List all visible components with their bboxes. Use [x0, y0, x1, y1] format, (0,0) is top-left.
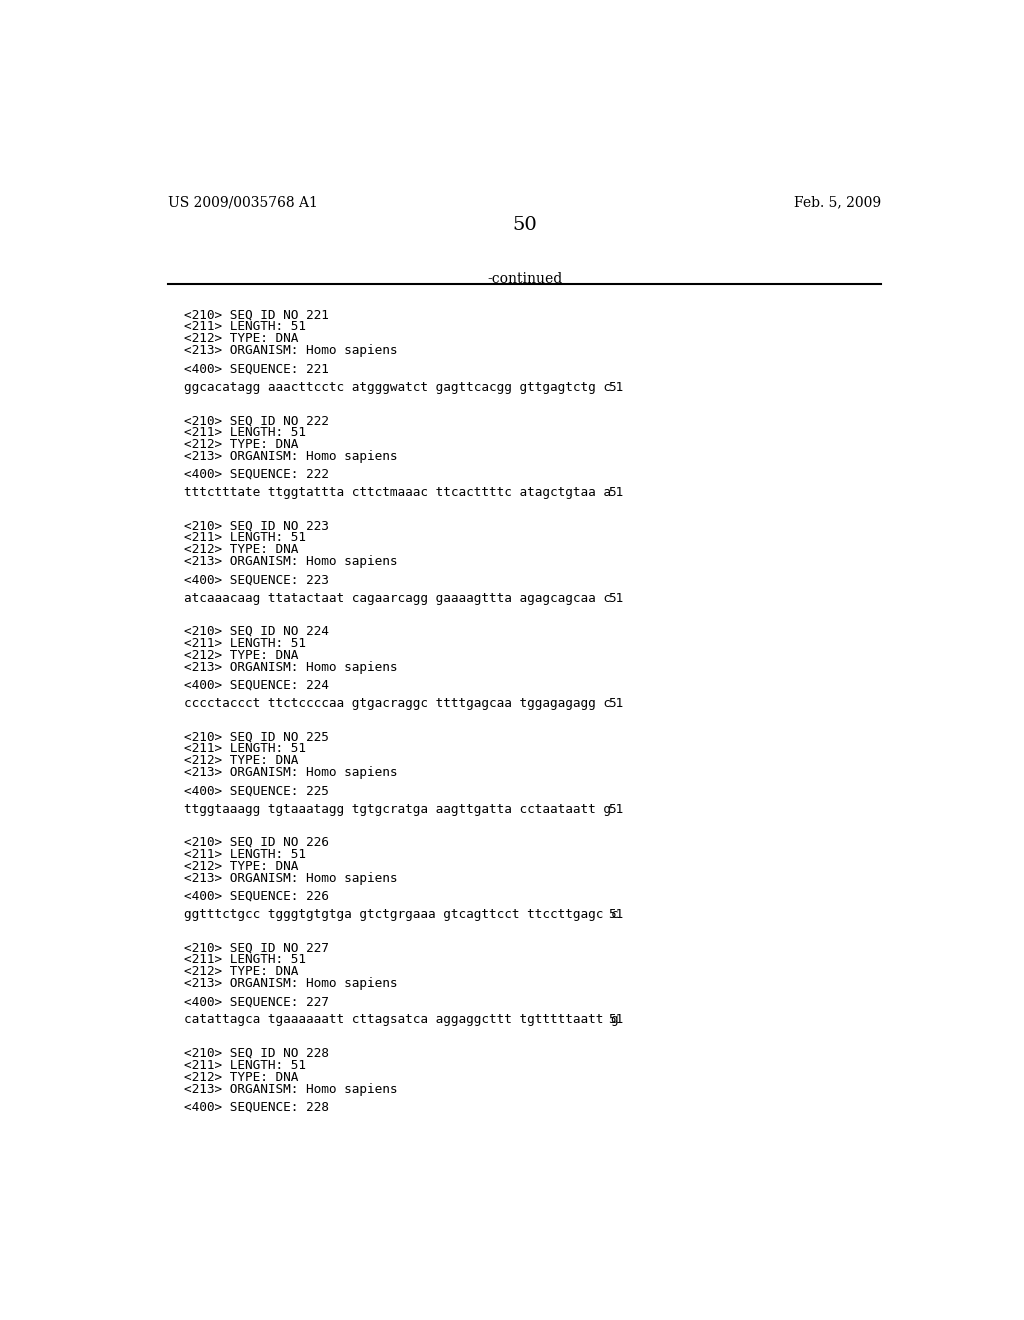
- Text: <213> ORGANISM: Homo sapiens: <213> ORGANISM: Homo sapiens: [183, 661, 397, 673]
- Text: <210> SEQ ID NO 222: <210> SEQ ID NO 222: [183, 414, 329, 428]
- Text: <400> SEQUENCE: 228: <400> SEQUENCE: 228: [183, 1101, 329, 1114]
- Text: 51: 51: [608, 697, 624, 710]
- Text: ggcacatagg aaacttcctc atgggwatct gagttcacgg gttgagtctg c: ggcacatagg aaacttcctc atgggwatct gagttca…: [183, 380, 610, 393]
- Text: <213> ORGANISM: Homo sapiens: <213> ORGANISM: Homo sapiens: [183, 450, 397, 463]
- Text: <210> SEQ ID NO 221: <210> SEQ ID NO 221: [183, 309, 329, 322]
- Text: <213> ORGANISM: Homo sapiens: <213> ORGANISM: Homo sapiens: [183, 556, 397, 569]
- Text: 51: 51: [608, 486, 624, 499]
- Text: <210> SEQ ID NO 226: <210> SEQ ID NO 226: [183, 836, 329, 849]
- Text: 51: 51: [608, 591, 624, 605]
- Text: 51: 51: [608, 380, 624, 393]
- Text: <400> SEQUENCE: 224: <400> SEQUENCE: 224: [183, 678, 329, 692]
- Text: Feb. 5, 2009: Feb. 5, 2009: [795, 195, 882, 210]
- Text: <210> SEQ ID NO 225: <210> SEQ ID NO 225: [183, 730, 329, 743]
- Text: <210> SEQ ID NO 223: <210> SEQ ID NO 223: [183, 520, 329, 532]
- Text: tttctttate ttggtattta cttctmaaac ttcacttttc atagctgtaa a: tttctttate ttggtattta cttctmaaac ttcactt…: [183, 486, 610, 499]
- Text: <213> ORGANISM: Homo sapiens: <213> ORGANISM: Homo sapiens: [183, 767, 397, 779]
- Text: <211> LENGTH: 51: <211> LENGTH: 51: [183, 742, 306, 755]
- Text: <213> ORGANISM: Homo sapiens: <213> ORGANISM: Homo sapiens: [183, 1082, 397, 1096]
- Text: <212> TYPE: DNA: <212> TYPE: DNA: [183, 859, 298, 873]
- Text: <210> SEQ ID NO 228: <210> SEQ ID NO 228: [183, 1047, 329, 1060]
- Text: atcaaacaag ttatactaat cagaarcagg gaaaagttta agagcagcaa c: atcaaacaag ttatactaat cagaarcagg gaaaagt…: [183, 591, 610, 605]
- Text: 50: 50: [512, 216, 538, 234]
- Text: <212> TYPE: DNA: <212> TYPE: DNA: [183, 438, 298, 451]
- Text: <211> LENGTH: 51: <211> LENGTH: 51: [183, 1059, 306, 1072]
- Text: ttggtaaagg tgtaaatagg tgtgcratga aagttgatta cctaataatt g: ttggtaaagg tgtaaatagg tgtgcratga aagttga…: [183, 803, 610, 816]
- Text: <212> TYPE: DNA: <212> TYPE: DNA: [183, 965, 298, 978]
- Text: <213> ORGANISM: Homo sapiens: <213> ORGANISM: Homo sapiens: [183, 345, 397, 358]
- Text: ggtttctgcc tgggtgtgtga gtctgrgaaa gtcagttcct ttccttgagc c: ggtttctgcc tgggtgtgtga gtctgrgaaa gtcagt…: [183, 908, 618, 921]
- Text: <211> LENGTH: 51: <211> LENGTH: 51: [183, 847, 306, 861]
- Text: <400> SEQUENCE: 227: <400> SEQUENCE: 227: [183, 995, 329, 1008]
- Text: <213> ORGANISM: Homo sapiens: <213> ORGANISM: Homo sapiens: [183, 977, 397, 990]
- Text: 51: 51: [608, 908, 624, 921]
- Text: <212> TYPE: DNA: <212> TYPE: DNA: [183, 1071, 298, 1084]
- Text: -continued: -continued: [487, 272, 562, 286]
- Text: US 2009/0035768 A1: US 2009/0035768 A1: [168, 195, 318, 210]
- Text: <210> SEQ ID NO 227: <210> SEQ ID NO 227: [183, 941, 329, 954]
- Text: <211> LENGTH: 51: <211> LENGTH: 51: [183, 532, 306, 544]
- Text: <213> ORGANISM: Homo sapiens: <213> ORGANISM: Homo sapiens: [183, 871, 397, 884]
- Text: <212> TYPE: DNA: <212> TYPE: DNA: [183, 649, 298, 661]
- Text: <211> LENGTH: 51: <211> LENGTH: 51: [183, 321, 306, 334]
- Text: <212> TYPE: DNA: <212> TYPE: DNA: [183, 333, 298, 346]
- Text: 51: 51: [608, 1014, 624, 1027]
- Text: <210> SEQ ID NO 224: <210> SEQ ID NO 224: [183, 626, 329, 638]
- Text: <400> SEQUENCE: 226: <400> SEQUENCE: 226: [183, 890, 329, 903]
- Text: <400> SEQUENCE: 221: <400> SEQUENCE: 221: [183, 363, 329, 375]
- Text: <400> SEQUENCE: 223: <400> SEQUENCE: 223: [183, 573, 329, 586]
- Text: <212> TYPE: DNA: <212> TYPE: DNA: [183, 755, 298, 767]
- Text: <400> SEQUENCE: 222: <400> SEQUENCE: 222: [183, 469, 329, 480]
- Text: <211> LENGTH: 51: <211> LENGTH: 51: [183, 953, 306, 966]
- Text: <212> TYPE: DNA: <212> TYPE: DNA: [183, 544, 298, 557]
- Text: cccctaccct ttctccccaa gtgacraggc ttttgagcaa tggagagagg c: cccctaccct ttctccccaa gtgacraggc ttttgag…: [183, 697, 610, 710]
- Text: 51: 51: [608, 803, 624, 816]
- Text: <400> SEQUENCE: 225: <400> SEQUENCE: 225: [183, 784, 329, 797]
- Text: <211> LENGTH: 51: <211> LENGTH: 51: [183, 638, 306, 649]
- Text: catattagca tgaaaaaatt cttagsatca aggaggcttt tgtttttaatt g: catattagca tgaaaaaatt cttagsatca aggaggc…: [183, 1014, 618, 1027]
- Text: <211> LENGTH: 51: <211> LENGTH: 51: [183, 426, 306, 440]
